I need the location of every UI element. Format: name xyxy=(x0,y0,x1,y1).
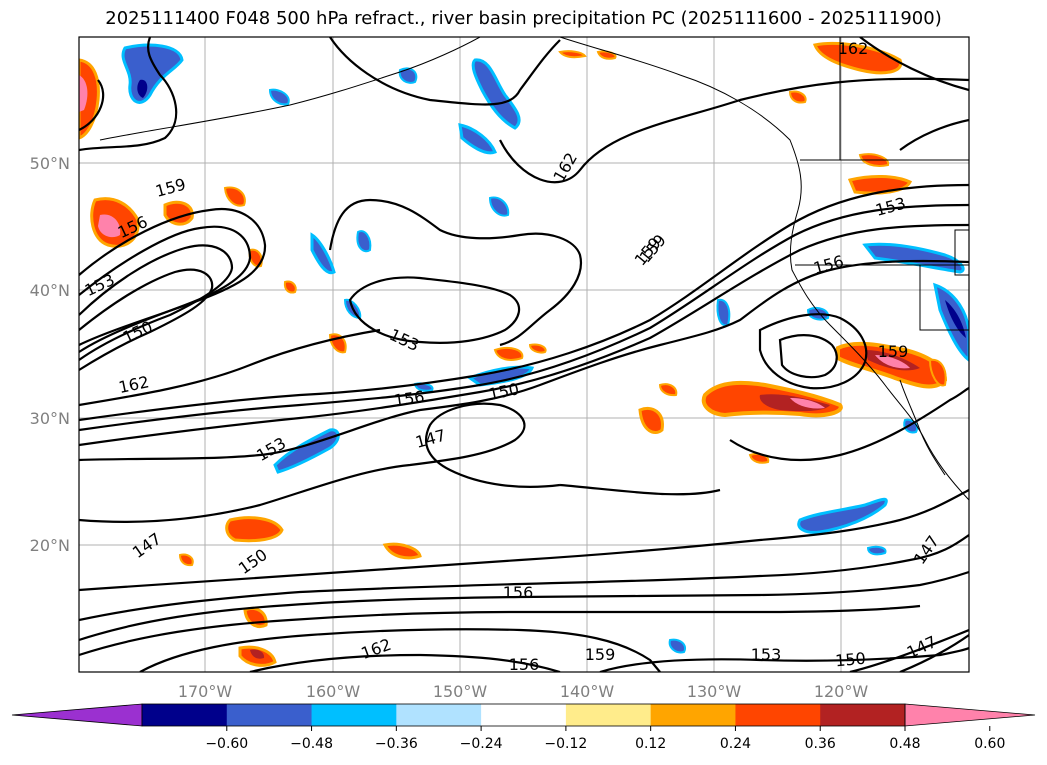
colorbar-segment xyxy=(396,704,482,726)
graticule xyxy=(79,37,969,672)
lon-label: 120°W xyxy=(814,682,869,701)
map-border xyxy=(78,36,970,673)
contour-label: 156 xyxy=(393,387,426,410)
lat-label: 30°N xyxy=(30,409,70,428)
colorbar-frame xyxy=(141,703,906,727)
lat-label: 20°N xyxy=(30,536,70,555)
colorbar-tick-label: −0.36 xyxy=(375,736,418,752)
lon-label: 170°W xyxy=(178,682,233,701)
contour-label: 159 xyxy=(878,342,909,361)
lat-label: 40°N xyxy=(30,281,70,300)
longitude-labels: 170°W 160°W 150°W 140°W 130°W 120°W xyxy=(178,682,869,701)
contour-label: 153 xyxy=(751,645,782,664)
colorbar-segment xyxy=(481,704,567,726)
colorbar-tick-label: 0.60 xyxy=(974,736,1005,752)
refractivity-contours xyxy=(79,37,969,672)
coastlines xyxy=(99,37,969,501)
colorbar-tick-label: 0.24 xyxy=(720,736,751,752)
colorbar-tick-label: 0.36 xyxy=(805,736,836,752)
colorbar-tick-label: −0.12 xyxy=(544,736,587,752)
colorbar-tick-label: −0.60 xyxy=(205,736,248,752)
colorbar-segment xyxy=(226,704,313,726)
colorbar-segment xyxy=(565,704,652,726)
latitude-labels: 50°N 40°N 30°N 20°N xyxy=(30,154,70,555)
lon-label: 140°W xyxy=(560,682,615,701)
precipitation-shading xyxy=(79,41,969,667)
colorbar-tick-label: −0.24 xyxy=(460,736,503,752)
colorbar-segment xyxy=(311,704,397,726)
contour-label: 162 xyxy=(838,39,869,58)
lon-label: 160°W xyxy=(306,682,361,701)
lat-label: 50°N xyxy=(30,154,70,173)
lon-label: 150°W xyxy=(433,682,488,701)
contour-label: 150 xyxy=(834,649,866,671)
contour-label: 156 xyxy=(503,583,534,602)
map-title: 2025111400 F048 500 hPa refract., river … xyxy=(105,8,942,29)
map-area xyxy=(79,37,969,672)
colorbar-tick-label: 0.12 xyxy=(635,736,666,752)
colorbar-tick-label: 0.48 xyxy=(889,736,920,752)
contour-label: 159 xyxy=(585,645,616,664)
colorbar-extend-min xyxy=(11,703,143,727)
colorbar-segment xyxy=(142,704,228,726)
colorbar-segment xyxy=(820,704,906,726)
contour-label: 156 xyxy=(509,655,540,674)
colorbar: −0.60 −0.48 −0.36 −0.24 −0.12 0.12 0.24 0.36 0.4… xyxy=(11,703,1036,752)
colorbar-extend-max xyxy=(904,703,1036,727)
colorbar-tick-label: −0.48 xyxy=(290,736,333,752)
colorbar-segment xyxy=(650,704,736,726)
lon-label: 130°W xyxy=(687,682,742,701)
colorbar-segment xyxy=(735,704,821,726)
